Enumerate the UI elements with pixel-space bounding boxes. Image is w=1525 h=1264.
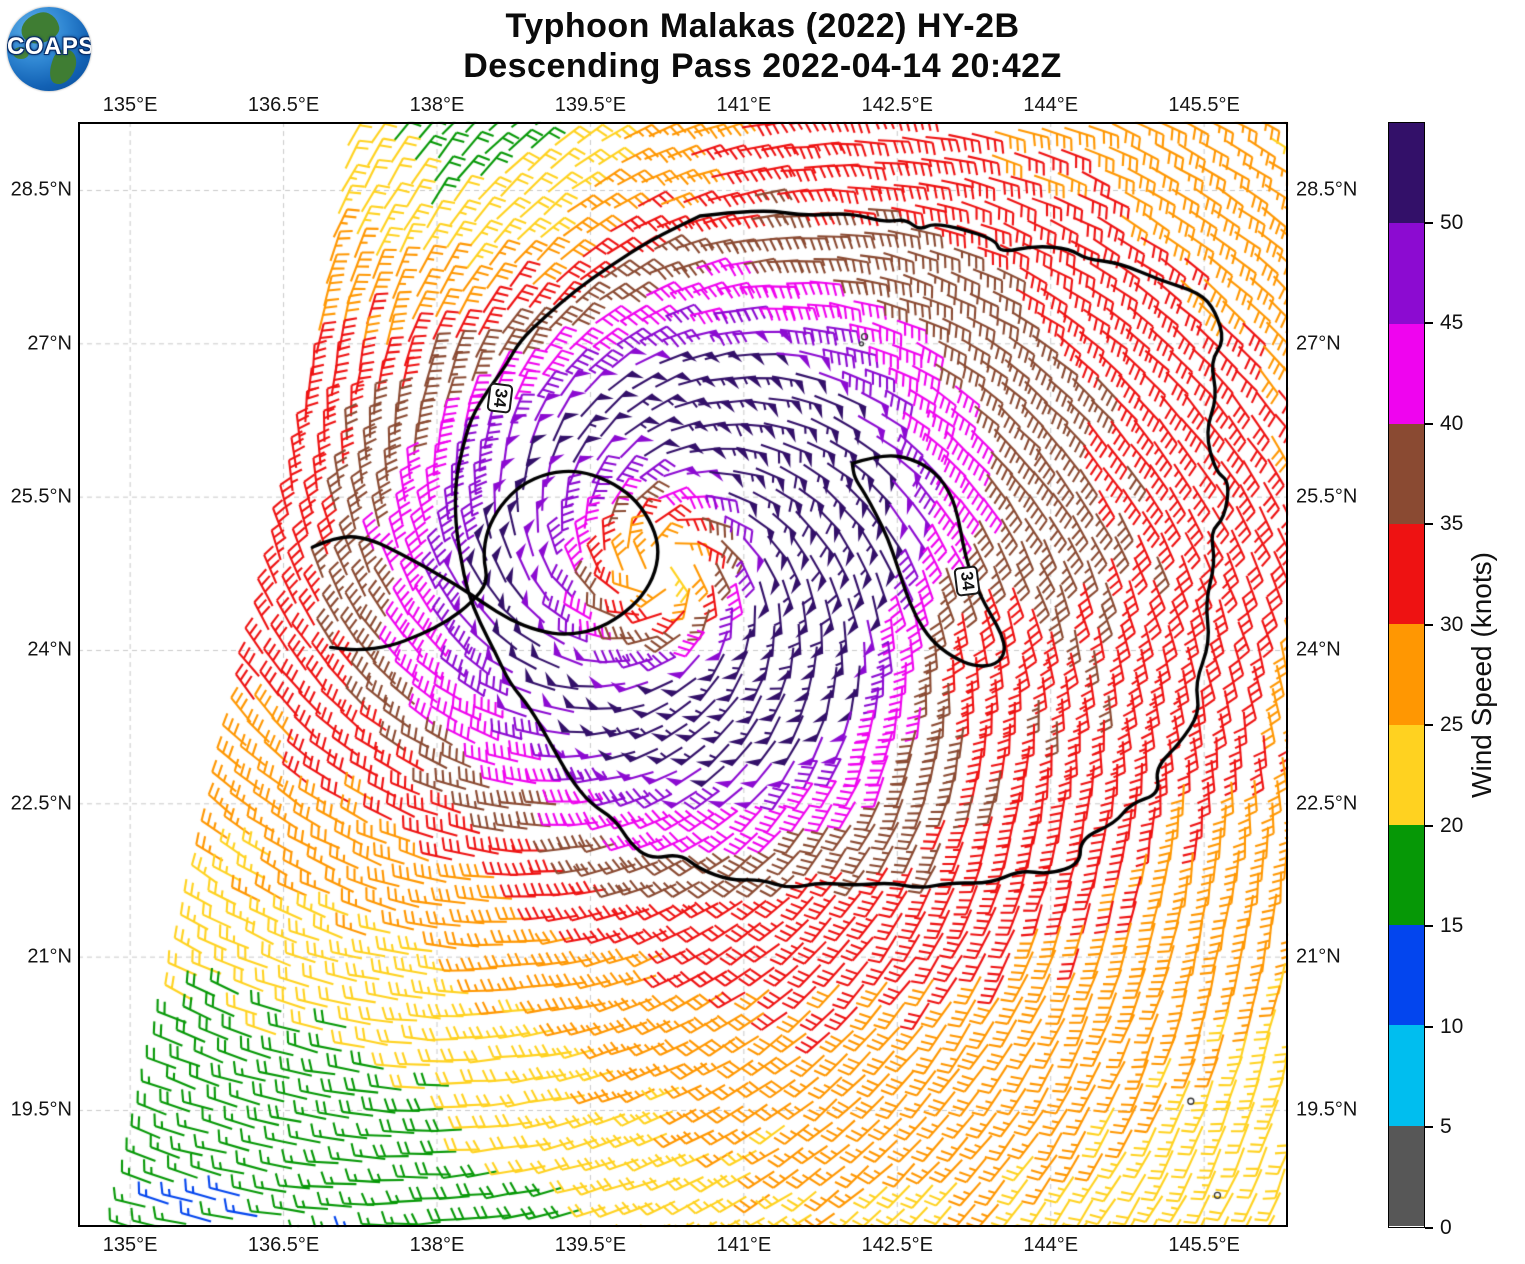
colorbar-tick (1425, 824, 1433, 827)
map-plot-frame (78, 122, 1288, 1227)
lon-tick-label-bottom: 144°E (1023, 1234, 1079, 1256)
lat-tick-label-right: 25.5°N (1296, 485, 1358, 508)
wind-speed-colorbar (1388, 122, 1425, 1228)
colorbar-title-text: Wind Speed (knots) (1466, 552, 1498, 798)
colorbar-tick (1425, 523, 1433, 526)
colorbar-tick-label: 10 (1440, 1014, 1464, 1038)
colorbar-tick-label: 0 (1440, 1216, 1452, 1239)
lat-tick-label-left: 21°N (27, 945, 72, 968)
colorbar-tick-label: 35 (1440, 512, 1464, 536)
lat-tick-label-right: 19.5°N (1296, 1098, 1358, 1121)
colorbar-tick (1425, 1126, 1433, 1129)
lon-tick-label-top: 141°E (716, 94, 772, 116)
lat-tick-label-right: 27°N (1296, 332, 1341, 355)
colorbar-tick (1425, 422, 1433, 425)
colorbar-tick (1425, 623, 1433, 626)
lon-tick-label-top: 145.5°E (1168, 94, 1240, 116)
colorbar-tick (1425, 724, 1433, 727)
colorbar-tick-label: 50 (1440, 210, 1464, 234)
logo-continent-shape (13, 47, 29, 59)
colorbar-band-25-30kt (1389, 624, 1424, 725)
lon-tick-label-top: 135°E (102, 94, 158, 116)
lat-tick-label-right: 24°N (1296, 638, 1341, 661)
coaps-logo: COAPS (7, 7, 91, 91)
colorbar-tick-label: 40 (1440, 411, 1464, 435)
colorbar-band-0-5kt (1389, 1125, 1424, 1226)
lat-tick-label-left: 28.5°N (10, 178, 72, 201)
colorbar-band-5-10kt (1389, 1025, 1424, 1126)
lat-tick-label-right: 28.5°N (1296, 178, 1358, 201)
colorbar-band-45-50kt (1389, 223, 1424, 324)
lon-tick-label-bottom: 135°E (102, 1234, 158, 1256)
lat-tick-label-left: 25.5°N (10, 485, 72, 508)
colorbar-title: Wind Speed (knots) (1462, 122, 1502, 1228)
lon-tick-label-top: 138°E (409, 94, 465, 116)
colorbar-tick-label: 25 (1440, 713, 1464, 737)
lon-tick-label-bottom: 139.5°E (554, 1234, 627, 1256)
colorbar-tick-label: 45 (1440, 311, 1464, 335)
lat-tick-label-right: 21°N (1296, 945, 1341, 968)
colorbar-band-40-45kt (1389, 323, 1424, 424)
lat-tick-label-right: 22.5°N (1296, 792, 1358, 815)
colorbar-tick-label: 15 (1440, 914, 1464, 938)
colorbar-tick (1425, 925, 1433, 928)
lon-tick-label-top: 139.5°E (554, 94, 627, 116)
contour-label-34-west: 34 (486, 382, 515, 414)
colorbar-band-15-20kt (1389, 824, 1424, 926)
colorbar-tick (1425, 322, 1433, 325)
colorbar-band-35-40kt (1389, 423, 1424, 525)
lon-tick-label-top: 142.5°E (861, 94, 933, 116)
lat-tick-label-left: 27°N (27, 332, 72, 355)
colorbar-tick (1425, 1025, 1433, 1028)
lon-tick-label-top: 136.5°E (247, 94, 320, 116)
colorbar-tick-label: 30 (1440, 612, 1464, 636)
contour-label-34-east: 34 (953, 565, 981, 597)
colorbar-tick (1425, 1227, 1433, 1229)
lon-tick-label-bottom: 136.5°E (247, 1234, 320, 1256)
colorbar-band-30-35kt (1389, 524, 1424, 625)
colorbar-band-20-25kt (1389, 724, 1424, 825)
colorbar-tick (1425, 221, 1433, 224)
lat-tick-label-left: 19.5°N (10, 1098, 72, 1121)
colorbar-band-10-15kt (1389, 925, 1424, 1026)
lat-tick-label-left: 24°N (27, 638, 72, 661)
lon-tick-label-bottom: 138°E (409, 1234, 465, 1256)
lon-tick-label-bottom: 141°E (716, 1234, 772, 1256)
colorbar-tick-label: 5 (1440, 1115, 1452, 1139)
logo-text: COAPS (7, 33, 91, 60)
lon-tick-label-bottom: 142.5°E (861, 1234, 933, 1256)
lat-tick-label-left: 22.5°N (10, 792, 72, 815)
colorbar-band-50-55kt (1389, 123, 1424, 224)
lon-tick-label-top: 144°E (1023, 94, 1079, 116)
colorbar-tick-label: 20 (1440, 813, 1464, 837)
lon-tick-label-bottom: 145.5°E (1168, 1234, 1240, 1256)
